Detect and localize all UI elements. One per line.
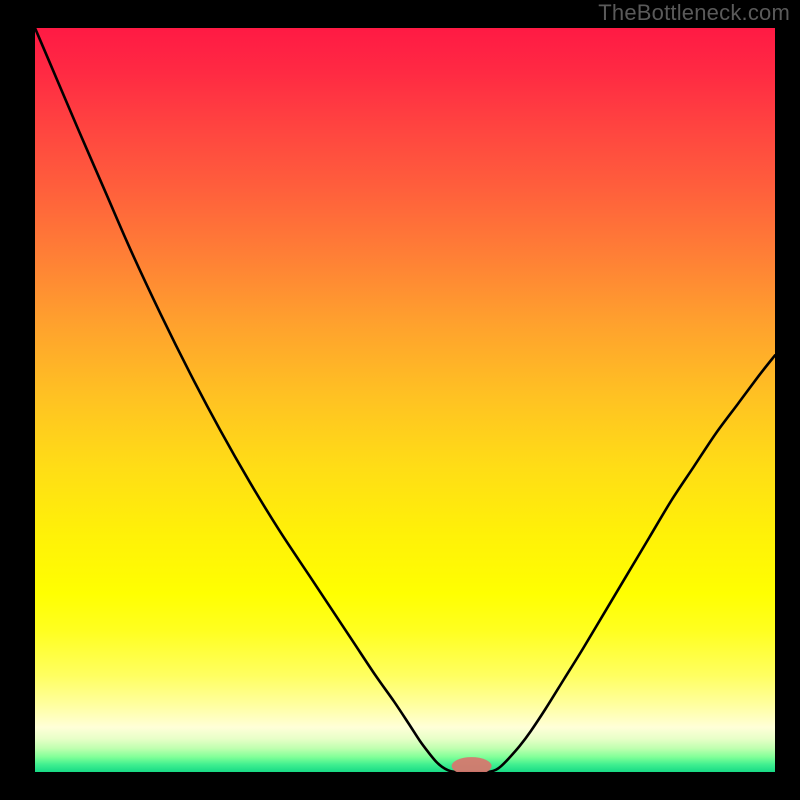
plot-area: [35, 28, 775, 772]
gradient-background: [35, 28, 775, 772]
bottleneck-chart: [35, 28, 775, 772]
attribution-label: TheBottleneck.com: [598, 0, 790, 26]
chart-frame: TheBottleneck.com: [0, 0, 800, 800]
